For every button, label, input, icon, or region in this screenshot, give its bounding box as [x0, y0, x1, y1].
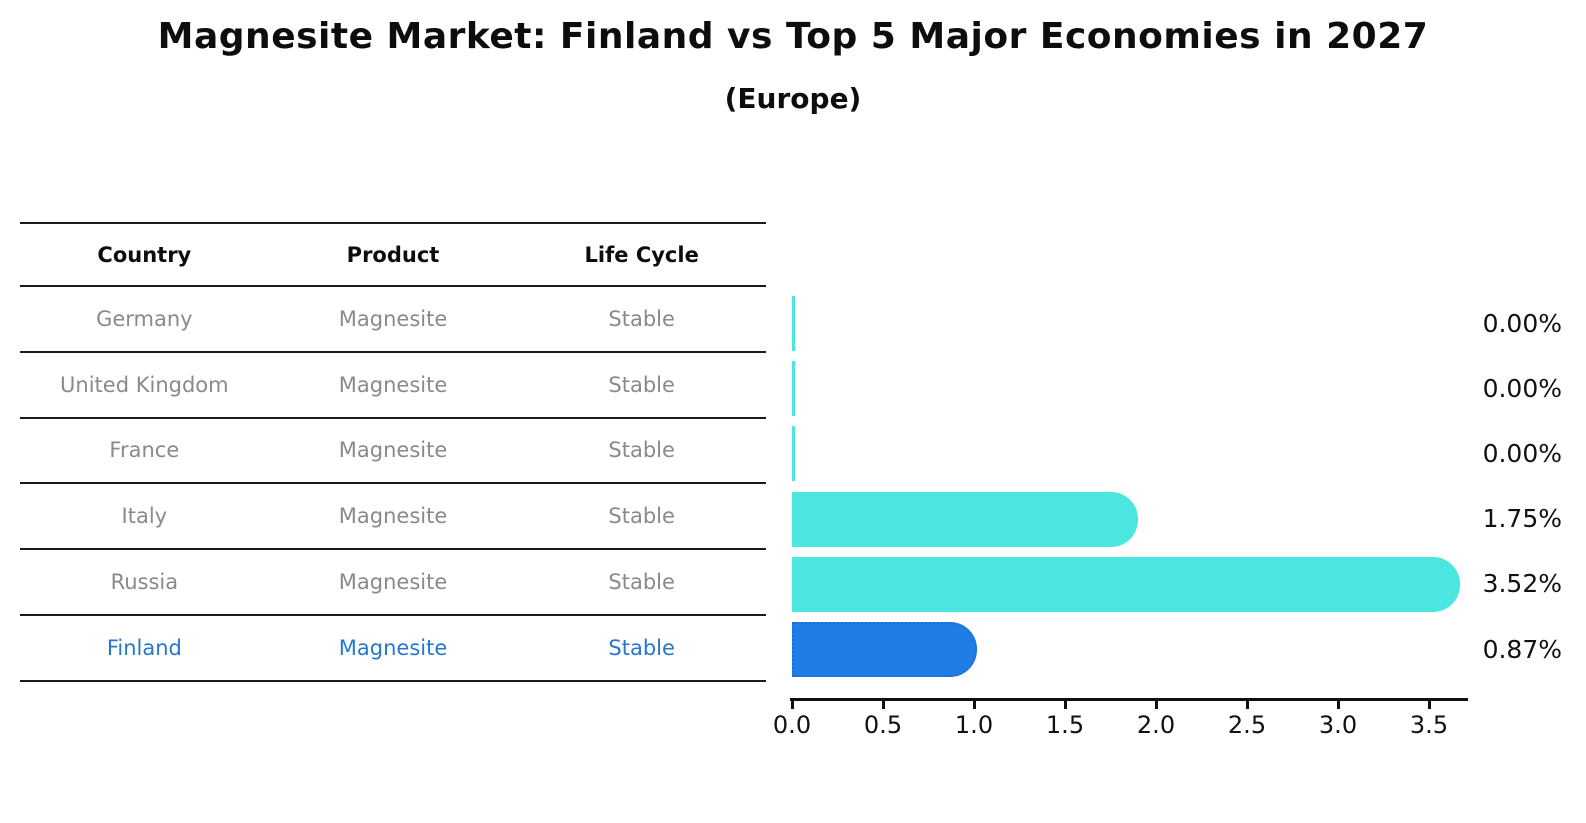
value-label-russia: 3.52%: [1482, 569, 1562, 599]
table-row-germany: Germany Magnesite Stable: [20, 287, 766, 353]
x-tick-label: 3.0: [1318, 711, 1358, 739]
x-tick: [791, 700, 794, 709]
bar-italy: [792, 491, 1138, 547]
cell-product: Magnesite: [338, 504, 448, 529]
value-label-france: 0.00%: [1482, 438, 1562, 468]
x-tick-label: 3.5: [1409, 711, 1449, 739]
x-tick: [1155, 700, 1158, 709]
table-row-italy: Italy Magnesite Stable: [20, 484, 766, 551]
value-label-finland: 0.87%: [1482, 634, 1562, 664]
value-label-united-kingdom: 0.00%: [1482, 373, 1562, 403]
table-header-life-cycle: Life Cycle: [584, 242, 699, 267]
bar-united-kingdom: [792, 361, 795, 417]
x-tick: [973, 700, 976, 709]
cell-product: Magnesite: [338, 570, 448, 595]
x-tick: [1428, 700, 1431, 709]
chart-subtitle: (Europe): [724, 82, 862, 115]
table-header-product: Product: [346, 242, 440, 267]
x-tick-label: 0.0: [772, 711, 812, 739]
cell-product: Magnesite: [338, 635, 448, 660]
cell-life-cycle: Stable: [608, 570, 675, 595]
cell-country: United Kingdom: [60, 372, 229, 397]
chart-title: Magnesite Market: Finland vs Top 5 Major…: [157, 16, 1429, 57]
bar-france: [792, 426, 795, 482]
country-table: Country Product Life Cycle Germany Magne…: [20, 222, 766, 682]
bar-russia: [792, 556, 1460, 612]
x-tick-label: 2.0: [1136, 711, 1176, 739]
x-tick: [1064, 700, 1067, 709]
cell-country: Finland: [106, 635, 182, 660]
x-tick-label: 1.0: [954, 711, 994, 739]
cell-life-cycle: Stable: [608, 306, 675, 331]
cell-product: Magnesite: [338, 372, 448, 397]
cell-life-cycle: Stable: [608, 504, 675, 529]
cell-product: Magnesite: [338, 438, 448, 463]
table-header-country: Country: [97, 242, 192, 267]
cell-life-cycle: Stable: [608, 635, 675, 660]
bar-germany: [792, 296, 795, 351]
x-tick: [882, 700, 885, 709]
table-row-russia: Russia Magnesite Stable: [20, 550, 766, 616]
cell-product: Magnesite: [338, 306, 448, 331]
value-label-germany: 0.00%: [1482, 308, 1562, 338]
x-axis-line: [790, 698, 1468, 701]
cell-country: Italy: [121, 504, 168, 529]
table-row-finland: Finland Magnesite Stable: [20, 616, 766, 682]
table-header-row: Country Product Life Cycle: [20, 222, 766, 287]
bar-finland: [792, 622, 978, 677]
x-tick: [1337, 700, 1340, 709]
x-tick-label: 1.5: [1045, 711, 1085, 739]
cell-country: Germany: [96, 306, 193, 331]
cell-country: France: [109, 438, 180, 463]
table-row-france: France Magnesite Stable: [20, 419, 766, 485]
cell-life-cycle: Stable: [608, 438, 675, 463]
table-row-united-kingdom: United Kingdom Magnesite Stable: [20, 353, 766, 419]
cell-life-cycle: Stable: [608, 372, 675, 397]
value-label-italy: 1.75%: [1482, 504, 1562, 534]
x-tick-label: 0.5: [863, 711, 903, 739]
cell-country: Russia: [110, 570, 179, 595]
x-tick: [1246, 700, 1249, 709]
x-tick-label: 2.5: [1227, 711, 1267, 739]
